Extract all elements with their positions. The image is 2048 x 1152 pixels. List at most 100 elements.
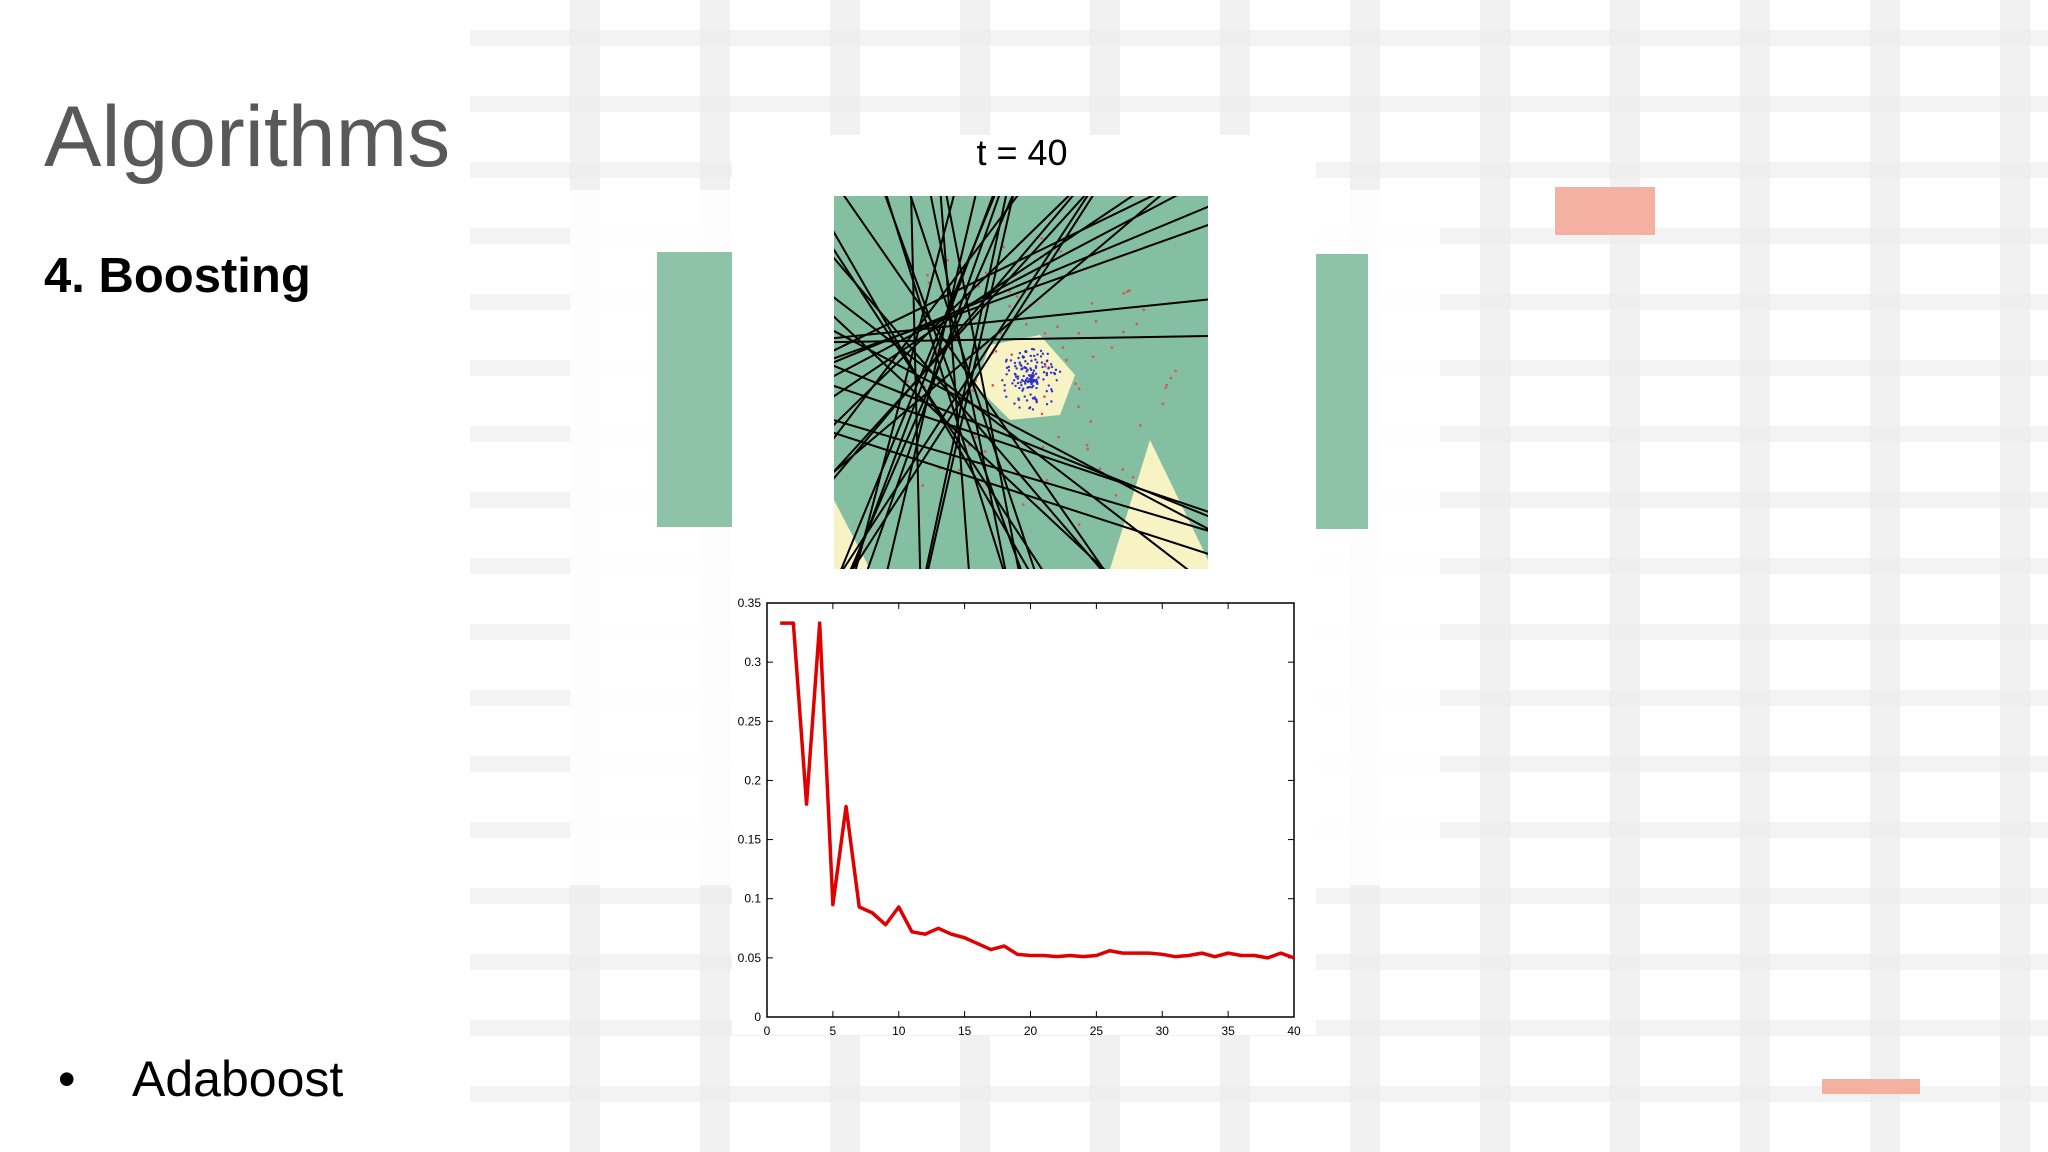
point-blue [1029,393,1032,396]
point-blue [1050,390,1054,393]
point-blue [1026,376,1029,380]
point-blue [1031,397,1035,400]
point-red [1161,402,1165,405]
point-blue [1034,365,1038,368]
boundary-line [840,196,996,569]
boundary-line [834,298,1208,340]
point-blue [1047,367,1050,370]
point-blue [1003,389,1006,392]
point-blue [1017,356,1020,360]
side-image [657,252,732,527]
point-red [1121,468,1125,471]
point-blue [1020,378,1024,382]
point-red [1077,523,1081,526]
point-blue [1027,373,1031,377]
point-blue [1045,371,1049,375]
point-red [1045,478,1049,482]
point-blue [1035,361,1039,364]
point-red [957,468,961,472]
point-blue [1037,376,1040,379]
boundary-line [852,196,994,569]
boundary-line [939,196,970,569]
point-blue [1040,361,1044,364]
point-blue [1054,368,1058,372]
point-blue [1029,379,1032,382]
y-tick-label: 0.1 [744,892,761,906]
point-red [1059,250,1062,253]
point-red [1169,376,1173,380]
point-red [1015,295,1019,298]
point-blue [1018,351,1022,355]
point-blue [1045,373,1049,377]
boundary-line [851,196,1094,569]
boundary-line [849,196,1014,569]
x-tick-label: 25 [1090,1024,1104,1038]
point-red [1174,369,1177,373]
boundary-line [834,364,1208,518]
point-blue [1024,360,1027,363]
point-blue [1035,398,1038,401]
point-blue [1046,359,1049,362]
subtitle: 4. Boosting [44,249,311,303]
point-red [1040,412,1044,416]
accent-block [1822,1079,1920,1094]
point-red [1164,386,1167,389]
boundary-line [834,431,1208,555]
accent-block [1555,187,1655,235]
point-red [1089,420,1093,423]
point-red [1065,358,1068,362]
boundary-line [834,248,1043,569]
boundary-line [925,196,1008,569]
point-blue [1016,381,1020,385]
point-blue [1001,379,1004,382]
point-blue [1018,386,1021,390]
point-blue [1007,365,1011,369]
point-blue [1052,371,1056,375]
point-red [1040,237,1044,240]
point-blue [1042,371,1046,374]
point-red [1165,383,1168,387]
boundary-line [945,196,1020,569]
point-blue [1025,399,1029,402]
point-red [991,384,995,387]
boundary-line [834,205,1208,364]
y-tick-label: 0.15 [738,833,762,847]
point-blue [1017,398,1021,402]
point-red [927,281,931,285]
point-red [1086,447,1090,451]
line-series [780,621,1295,960]
point-red [1002,245,1006,249]
point-blue [1045,389,1048,393]
point-red [1122,330,1125,334]
point-blue [1031,371,1035,375]
plot-title: t = 40 [976,132,1067,173]
point-blue [1039,355,1043,358]
point-blue [1014,365,1017,368]
boundary-line [834,224,1208,360]
point-blue [1021,389,1024,392]
point-blue [1024,350,1028,353]
point-blue [1050,388,1053,391]
point-blue [1003,383,1006,387]
point-blue [1034,372,1038,376]
point-blue [1022,387,1025,390]
point-red [1122,291,1125,295]
point-blue [1031,408,1035,411]
point-blue [1024,378,1028,382]
point-blue [1020,368,1023,371]
y-tick-label: 0.35 [738,596,762,610]
boundary-line [834,196,1070,427]
point-blue [1022,374,1025,378]
point-red [1110,346,1114,349]
point-blue [1045,403,1049,406]
point-blue [1039,349,1043,353]
boundary-line [854,196,955,569]
boundary-line [834,196,1162,474]
point-red [1057,435,1060,439]
point-blue [1047,384,1051,387]
point-blue [1007,369,1011,372]
point-red [946,259,949,262]
point-red [1074,382,1077,386]
x-tick-label: 40 [1287,1024,1301,1038]
